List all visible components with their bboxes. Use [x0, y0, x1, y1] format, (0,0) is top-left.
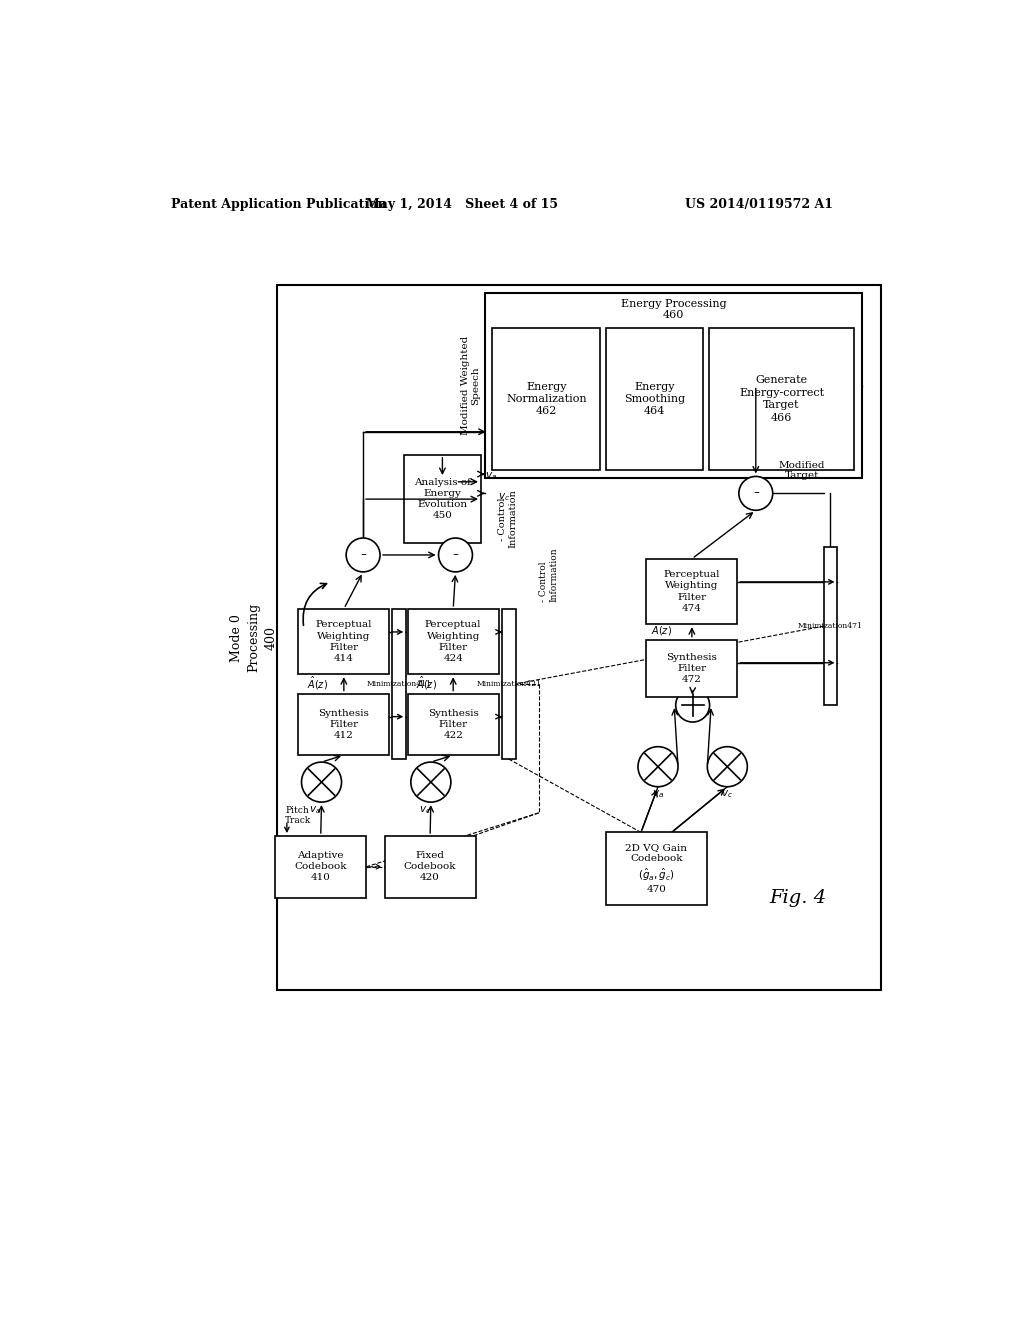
- Text: Generate
Energy-correct
Target
466: Generate Energy-correct Target 466: [739, 375, 824, 422]
- Bar: [646, 640, 737, 697]
- Text: Analysis of
Energy
Evolution
450: Analysis of Energy Evolution 450: [414, 478, 471, 520]
- Text: $v_c$: $v_c$: [419, 804, 431, 816]
- Text: -: -: [753, 484, 759, 503]
- Text: Minimization411: Minimization411: [367, 680, 432, 688]
- Circle shape: [438, 539, 472, 572]
- Text: Patent Application Publication: Patent Application Publication: [171, 198, 386, 211]
- Bar: [408, 609, 499, 675]
- Text: Synthesis
Filter
412: Synthesis Filter 412: [318, 709, 370, 741]
- Text: Energy
Smoothing
464: Energy Smoothing 464: [624, 381, 685, 416]
- Text: US 2014/0119572 A1: US 2014/0119572 A1: [685, 198, 833, 211]
- Text: Perceptual
Weighting
Filter
474: Perceptual Weighting Filter 474: [664, 570, 720, 612]
- Text: Synthesis
Filter
472: Synthesis Filter 472: [667, 653, 718, 684]
- Bar: [392, 609, 407, 759]
- Circle shape: [301, 762, 342, 803]
- Bar: [823, 548, 838, 705]
- Bar: [484, 293, 862, 478]
- Text: Energy
Normalization
462: Energy Normalization 462: [506, 381, 587, 416]
- Text: Adaptive
Codebook
410: Adaptive Codebook 410: [295, 851, 347, 882]
- Text: Minimization471: Minimization471: [798, 622, 863, 630]
- Text: 460: 460: [663, 310, 684, 319]
- Text: -: -: [453, 546, 459, 564]
- Circle shape: [638, 747, 678, 787]
- Text: 2D VQ Gain
Codebook
$(\hat{g}_a, \hat{g}_c)$
470: 2D VQ Gain Codebook $(\hat{g}_a, \hat{g}…: [626, 843, 687, 895]
- Circle shape: [411, 762, 451, 803]
- Bar: [403, 455, 481, 544]
- Text: -: -: [360, 546, 367, 564]
- Text: $v_a$: $v_a$: [652, 788, 665, 800]
- Bar: [298, 693, 389, 755]
- Text: Energy Processing: Energy Processing: [621, 298, 726, 309]
- Text: Pitch
Track: Pitch Track: [285, 805, 310, 825]
- Bar: [298, 609, 389, 675]
- Bar: [276, 285, 882, 990]
- Text: Perceptual
Weighting
Filter
424: Perceptual Weighting Filter 424: [425, 620, 481, 663]
- Text: Fig. 4: Fig. 4: [770, 888, 826, 907]
- Text: $v_a$: $v_a$: [309, 804, 322, 816]
- Text: $v_c$: $v_c$: [721, 788, 733, 800]
- Text: Fixed
Codebook
420: Fixed Codebook 420: [403, 851, 457, 882]
- Text: $\hat{A}(z)$: $\hat{A}(z)$: [307, 675, 328, 692]
- Text: Mode 0
Processing
400: Mode 0 Processing 400: [230, 603, 278, 672]
- Text: $v_a$: $v_a$: [484, 470, 497, 482]
- Bar: [606, 327, 702, 470]
- Text: May 1, 2014   Sheet 4 of 15: May 1, 2014 Sheet 4 of 15: [366, 198, 558, 211]
- Circle shape: [676, 688, 710, 722]
- Text: - Control
Information: - Control Information: [539, 546, 558, 602]
- Bar: [606, 832, 707, 906]
- Circle shape: [708, 747, 748, 787]
- Text: $\hat{A}(z)$: $\hat{A}(z)$: [651, 620, 673, 639]
- Bar: [493, 327, 600, 470]
- Text: Modified Weighted
Speech: Modified Weighted Speech: [461, 335, 480, 436]
- Text: Modified
Target: Modified Target: [779, 461, 825, 480]
- Bar: [408, 693, 499, 755]
- Text: - Control
Information: - Control Information: [498, 490, 517, 548]
- Text: Synthesis
Filter
422: Synthesis Filter 422: [428, 709, 478, 741]
- Bar: [275, 836, 367, 898]
- Text: $v_c$: $v_c$: [498, 491, 510, 503]
- Text: Perceptual
Weighting
Filter
414: Perceptual Weighting Filter 414: [315, 620, 372, 663]
- Circle shape: [346, 539, 380, 572]
- Bar: [385, 836, 475, 898]
- Text: $\hat{A}(z)$: $\hat{A}(z)$: [417, 675, 437, 692]
- Text: Minimization421: Minimization421: [476, 680, 541, 688]
- Circle shape: [739, 477, 773, 511]
- Bar: [646, 558, 737, 624]
- Bar: [502, 609, 515, 759]
- Bar: [709, 327, 854, 470]
